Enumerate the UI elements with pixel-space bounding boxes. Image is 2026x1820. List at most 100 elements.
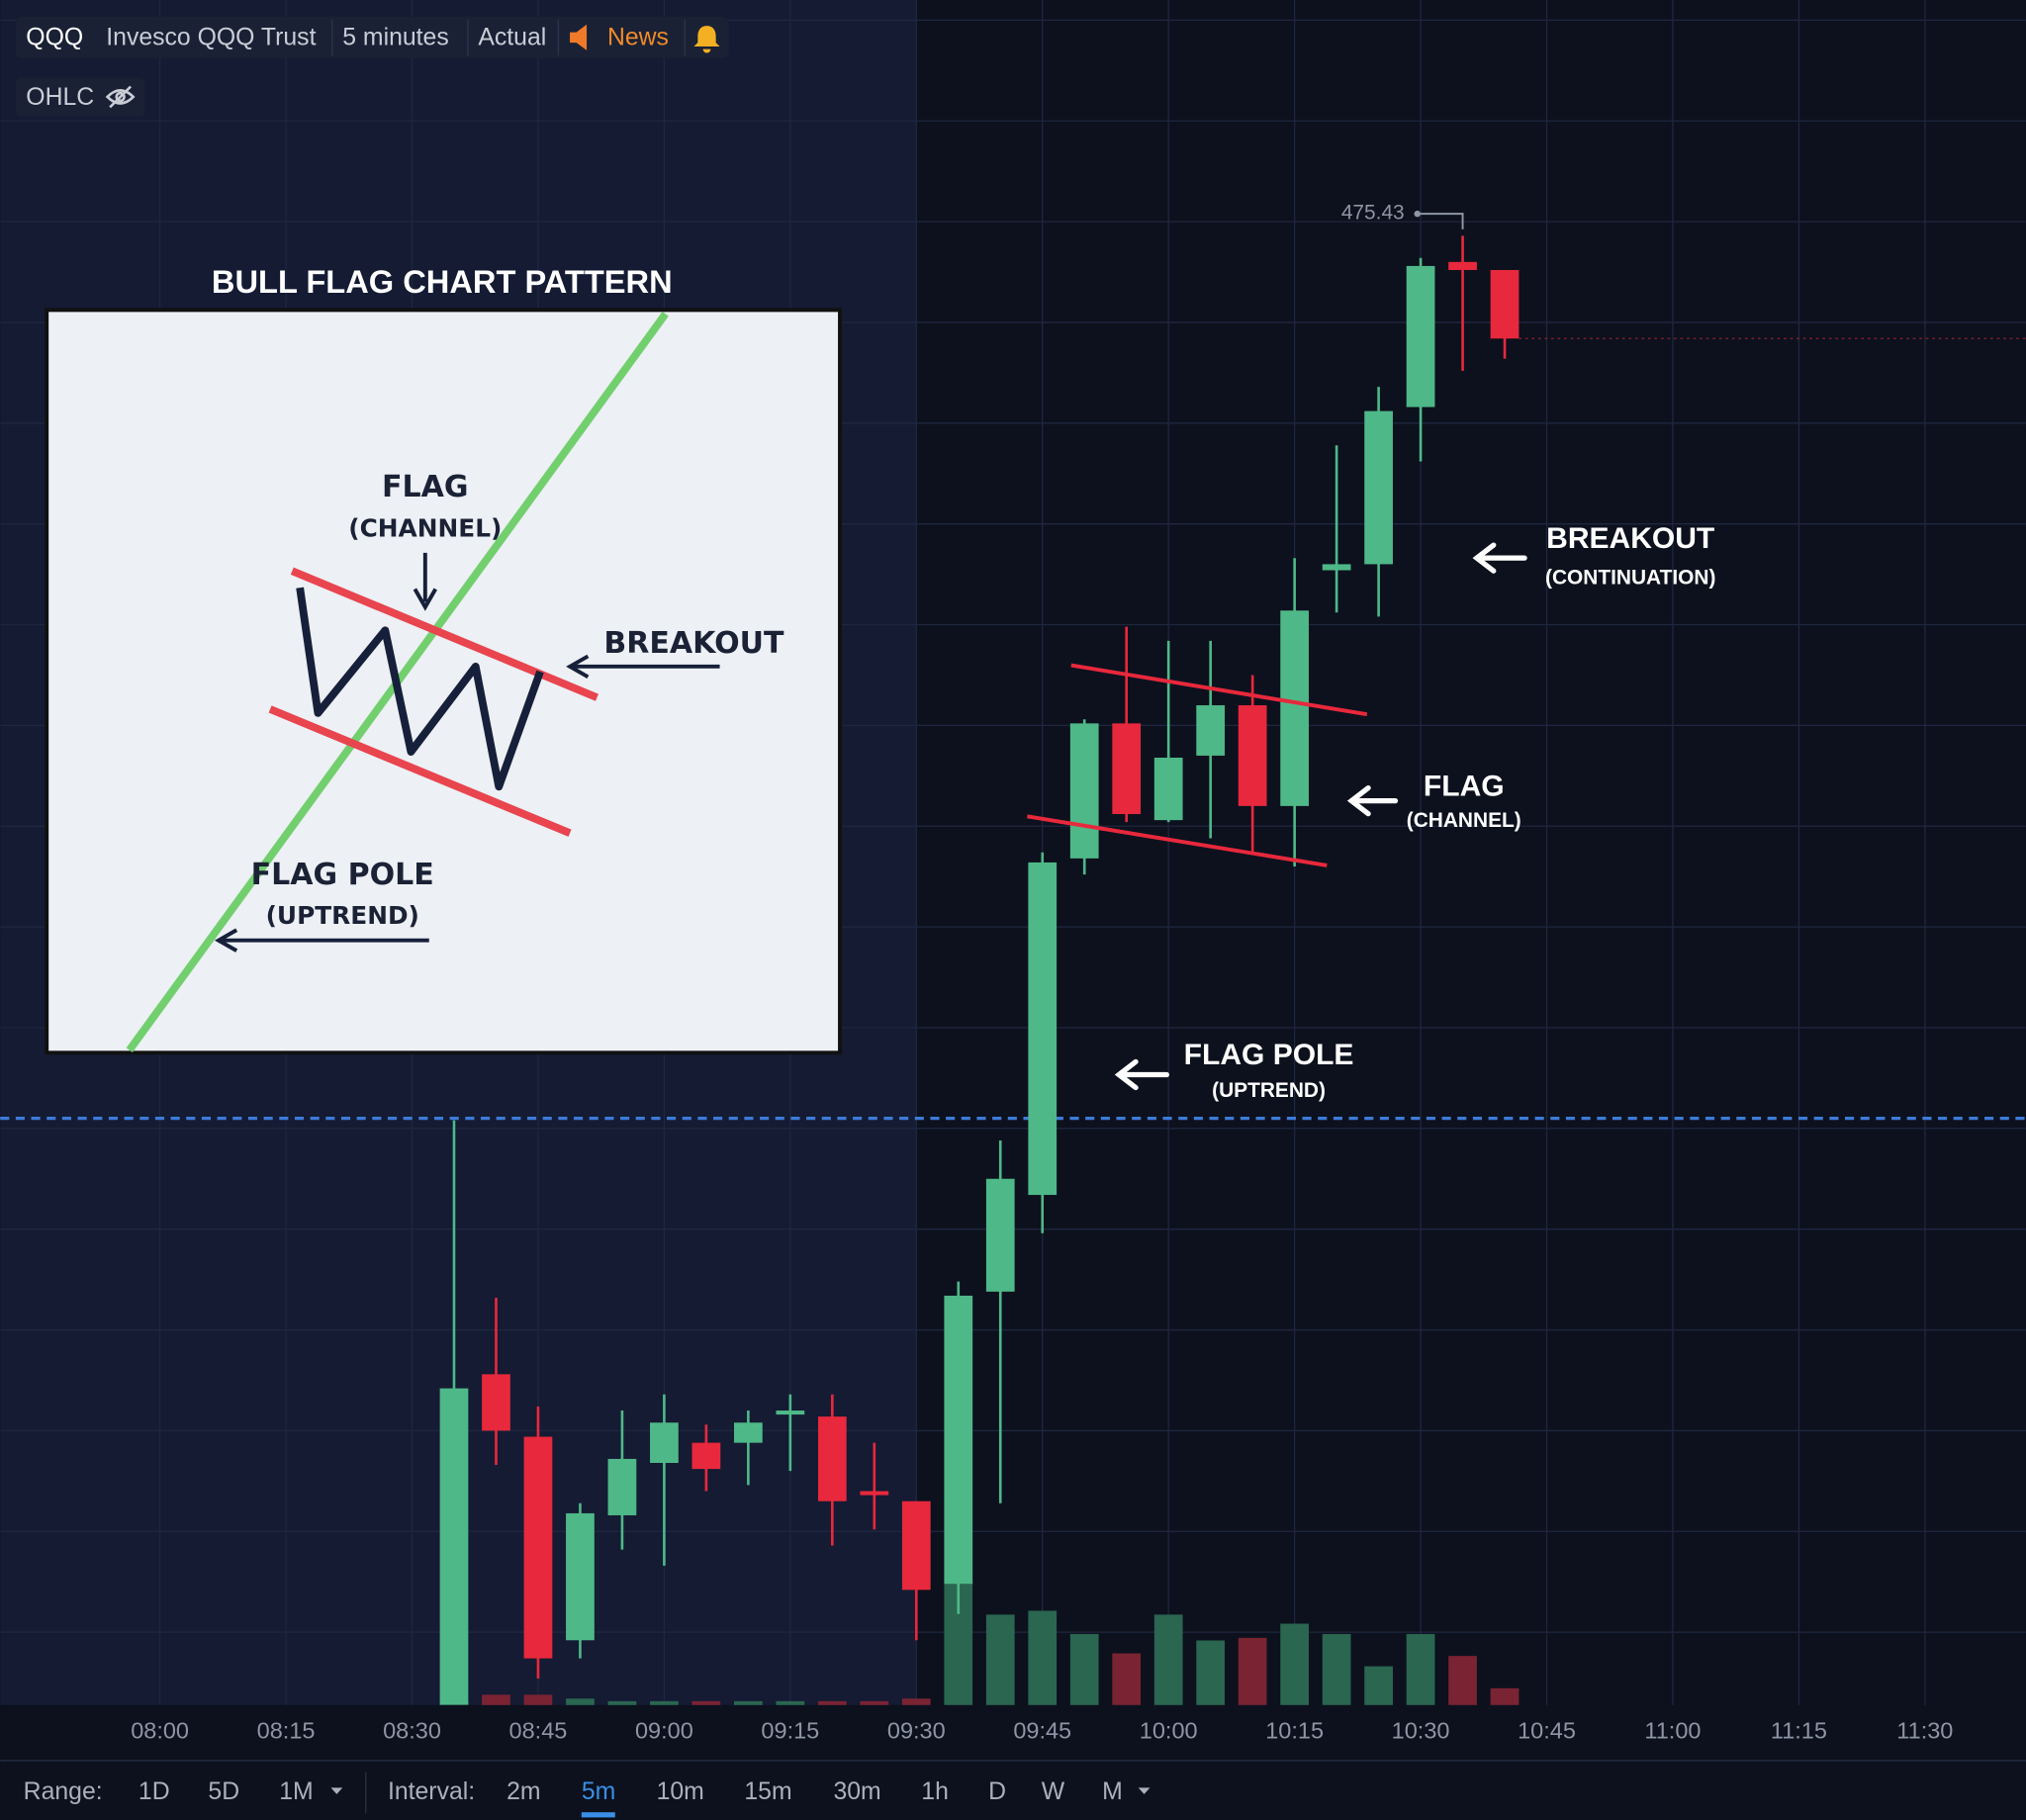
volume-bar (650, 1700, 679, 1705)
inset-zigzag (296, 587, 544, 791)
symbol-name: Invesco QQQ Trust (106, 25, 316, 51)
candle-body (1322, 564, 1351, 571)
inset-label: BREAKOUT (603, 626, 784, 661)
flag-lower-line (1027, 814, 1328, 867)
interval-button[interactable]: 5m (582, 1778, 615, 1805)
candle-body (1364, 410, 1393, 565)
volume-bar (817, 1700, 847, 1705)
volume-bar (1238, 1637, 1267, 1705)
candle-body (985, 1178, 1015, 1292)
interval-button[interactable]: 15m (744, 1778, 791, 1805)
high-label: 475.43 (1341, 202, 1405, 225)
volume-bar (1028, 1610, 1058, 1705)
candle-body (1280, 610, 1309, 806)
x-tick-label: 08:15 (257, 1717, 316, 1743)
interval-button[interactable]: 2m (506, 1778, 540, 1805)
candle-body (1490, 269, 1520, 339)
candle-body (860, 1491, 889, 1496)
x-tick-label: 11:30 (1896, 1717, 1953, 1743)
volume-bar (1153, 1614, 1183, 1705)
candle-body (944, 1295, 973, 1585)
high-marker-dot (1414, 210, 1422, 218)
annotation: BREAKOUT (1546, 522, 1715, 555)
candle-body (733, 1422, 763, 1443)
inset-title: BULL FLAG CHART PATTERN (212, 263, 673, 300)
interval-button[interactable]: 30m (833, 1778, 880, 1805)
x-tick-label: 10:30 (1392, 1717, 1450, 1743)
dropdown-caret (330, 1787, 343, 1794)
x-tick-label: 10:00 (1140, 1717, 1198, 1743)
inset-box (45, 308, 842, 1055)
interval-button[interactable]: D (988, 1778, 1006, 1805)
x-tick-label: 11:15 (1771, 1717, 1827, 1743)
candle-body (1069, 723, 1099, 859)
news-icon (570, 24, 588, 50)
annotation: (CONTINUATION) (1545, 567, 1715, 590)
volume-bar (523, 1694, 553, 1705)
volume-bar (482, 1694, 510, 1705)
volume-bar (733, 1700, 763, 1705)
x-tick-label: 08:00 (131, 1717, 189, 1743)
annotation: (UPTREND) (1212, 1079, 1326, 1102)
candle-body (901, 1501, 931, 1591)
volume-bar (607, 1700, 637, 1705)
candle-body (1112, 723, 1142, 815)
symbol[interactable]: QQQ (26, 25, 83, 51)
inset-upper (290, 567, 599, 701)
mode-button[interactable]: Actual (478, 25, 546, 51)
volume-bar (1112, 1653, 1142, 1705)
candle-body (650, 1422, 679, 1463)
volume-bar (1196, 1640, 1226, 1705)
interval-button[interactable]: 10m (657, 1778, 704, 1805)
candle-body (776, 1410, 805, 1415)
ohlc-toggle[interactable] (15, 77, 145, 117)
toolbar (15, 16, 729, 58)
candle-body (1028, 862, 1058, 1196)
x-tick-label: 09:00 (635, 1717, 693, 1743)
candle-body (1448, 261, 1477, 270)
interval-button[interactable]: M (1102, 1778, 1123, 1805)
alert-button[interactable] (693, 26, 720, 53)
hide-icon[interactable] (105, 85, 136, 109)
x-tick-label: 09:15 (761, 1717, 819, 1743)
x-tick-label: 10:15 (1265, 1717, 1324, 1743)
high-marker (1419, 213, 1464, 229)
candle-body (817, 1416, 847, 1502)
volume-bar (901, 1698, 931, 1705)
candle-body (482, 1374, 510, 1431)
inset-label: FLAG (382, 470, 469, 504)
x-tick-label: 08:45 (509, 1717, 568, 1743)
range-button[interactable]: 1M (279, 1778, 313, 1805)
inset-arrows (214, 552, 720, 953)
candle-body (691, 1442, 721, 1470)
candle-body (1196, 705, 1226, 756)
range-button[interactable]: 1D (138, 1778, 170, 1805)
candle-body (1406, 265, 1435, 408)
volume-bar (776, 1700, 805, 1705)
volume-bar (1448, 1656, 1477, 1705)
inset-label: FLAG POLE (251, 858, 434, 892)
interval-button[interactable]: 5 minutes (342, 25, 449, 51)
interval-button[interactable]: W (1042, 1778, 1065, 1805)
volume-bar (1406, 1633, 1435, 1705)
interval-label: Interval: (388, 1778, 475, 1805)
active-indicator (581, 1812, 615, 1818)
range-button[interactable]: 5D (208, 1778, 239, 1805)
candle-body (607, 1458, 637, 1515)
volume-bar (691, 1700, 721, 1705)
annotation: FLAG (1424, 771, 1505, 803)
x-tick-label: 09:30 (887, 1717, 946, 1743)
range-label: Range: (24, 1778, 103, 1805)
inset-label: (UPTREND) (266, 901, 419, 930)
x-tick-label: 08:30 (383, 1717, 441, 1743)
x-tick-label: 11:00 (1644, 1717, 1701, 1743)
volume-bar (860, 1700, 889, 1705)
interval-button[interactable]: 1h (921, 1778, 949, 1805)
ohlc-label: OHLC (26, 84, 94, 111)
volume-bar (1364, 1666, 1393, 1705)
annotation: FLAG POLE (1184, 1039, 1354, 1071)
candle-body (523, 1436, 553, 1659)
news-button[interactable]: News (607, 25, 669, 51)
volume-bar (1069, 1633, 1099, 1705)
